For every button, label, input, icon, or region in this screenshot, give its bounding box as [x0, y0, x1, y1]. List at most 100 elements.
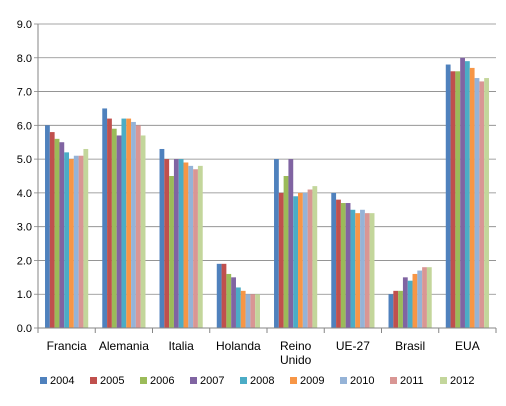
x-tick-label: Alemania	[99, 339, 149, 353]
bar-2005-5	[336, 199, 341, 328]
bar-2012-6	[426, 267, 432, 328]
y-axis-ticks: 0.0 1.0 2.0 3.0 4.0 5.0 6.0 7.0 8.0 9.0	[17, 19, 38, 335]
bar-2009-2	[183, 162, 189, 328]
bar-2008-7	[464, 61, 470, 329]
x-tick-label: Holanda	[216, 339, 261, 353]
x-tick-label-line: Reino	[280, 339, 312, 353]
bar-2008-4	[293, 196, 299, 328]
bar-2011-5	[364, 213, 370, 328]
bar-2007-4	[288, 159, 294, 328]
x-tick-label-line: Italia	[168, 339, 194, 353]
legend-swatch-2008	[240, 377, 247, 384]
bar-2012-5	[369, 213, 375, 328]
legend-swatch-2006	[140, 377, 147, 384]
bar-2005-4	[278, 192, 284, 328]
bar-2012-3	[255, 294, 260, 328]
bar-2006-7	[455, 71, 461, 329]
bar-2011-6	[422, 267, 427, 328]
x-tick-label: UE-27	[336, 339, 370, 353]
x-tick-label: Italia	[168, 339, 194, 353]
legend-label-2010: 2010	[350, 375, 374, 387]
y-tick-label: 2.0	[17, 255, 32, 267]
bar-2011-1	[135, 125, 141, 328]
legend-label-2009: 2009	[300, 375, 324, 387]
bar-2012-4	[312, 186, 318, 328]
x-tick-label-line: Brasil	[395, 339, 425, 353]
bar-2010-0	[73, 155, 79, 328]
bars	[45, 57, 489, 329]
axes	[37, 24, 497, 333]
bar-2006-2	[169, 176, 174, 328]
legend-swatch-2012	[440, 377, 447, 384]
bar-2008-5	[350, 209, 356, 328]
bar-2008-2	[178, 159, 184, 328]
bar-2012-0	[83, 148, 89, 328]
bar-2004-2	[159, 148, 165, 328]
legend-label-2005: 2005	[100, 375, 124, 387]
bar-2005-7	[450, 71, 456, 329]
bar-2011-4	[307, 189, 313, 328]
legend-swatch-2004	[40, 377, 47, 384]
bar-2009-6	[412, 273, 418, 328]
bar-2004-6	[388, 294, 394, 328]
bar-2004-4	[274, 159, 279, 328]
bar-2009-4	[298, 192, 303, 328]
bar-2006-6	[398, 290, 403, 328]
legend-label-2012: 2012	[450, 375, 474, 387]
bar-2005-6	[393, 290, 399, 328]
legend-label-2011: 2011	[400, 375, 424, 387]
legend-label-2004: 2004	[50, 375, 74, 387]
bar-2005-3	[221, 263, 227, 328]
y-tick-label: 1.0	[17, 289, 32, 301]
legend-swatch-2005	[90, 377, 97, 384]
bar-2004-5	[331, 192, 337, 328]
bar-2012-1	[140, 135, 146, 328]
x-tick-label-line: Unido	[280, 353, 312, 367]
bar-2007-0	[59, 142, 65, 328]
bar-2005-1	[107, 118, 112, 328]
bar-2009-7	[469, 67, 475, 329]
bar-2007-1	[116, 135, 122, 328]
bar-2004-7	[445, 64, 451, 329]
legend-swatch-2010	[340, 377, 347, 384]
bar-2010-5	[360, 209, 365, 328]
legend-swatch-2009	[290, 377, 297, 384]
bar-2010-1	[131, 121, 136, 328]
legend-label-2008: 2008	[250, 375, 274, 387]
y-tick-label: 4.0	[17, 188, 32, 200]
x-tick-label: Francia	[47, 339, 87, 353]
x-tick-label: EUA	[455, 339, 480, 353]
bar-2005-2	[164, 159, 170, 328]
bar-2004-0	[45, 125, 50, 328]
y-tick-label: 7.0	[17, 87, 32, 99]
x-tick-label: Reino Unido	[280, 339, 312, 367]
bar-2010-4	[302, 192, 308, 328]
x-tick-label-line: Holanda	[216, 339, 261, 353]
bar-2006-3	[226, 273, 232, 328]
bar-2011-0	[78, 155, 84, 328]
bar-2010-6	[417, 270, 423, 328]
bar-2011-7	[479, 81, 485, 328]
bar-2008-1	[121, 118, 127, 328]
bar-2007-7	[460, 57, 465, 329]
bar-2010-3	[245, 294, 251, 328]
x-axis-labels: Francia Alemania Italia Holanda Reino Unido UE…	[47, 339, 480, 367]
x-tick-label-line: EUA	[455, 339, 480, 353]
legend-swatch-2011	[390, 377, 397, 384]
y-tick-label: 9.0	[17, 19, 32, 31]
bar-2007-3	[231, 277, 236, 328]
y-tick-label: 6.0	[17, 120, 32, 132]
bar-2006-1	[111, 128, 117, 328]
bar-2012-2	[197, 165, 203, 328]
bar-2008-3	[235, 287, 241, 328]
y-tick-label: 3.0	[17, 222, 32, 234]
bar-2004-3	[216, 263, 222, 328]
bar-2010-7	[474, 78, 480, 329]
bar-2011-2	[193, 169, 198, 328]
bar-2012-7	[484, 78, 489, 329]
legend-swatch-2007	[190, 377, 197, 384]
y-tick-label: 5.0	[17, 154, 32, 166]
bar-2005-0	[49, 132, 55, 328]
x-tick-label: Brasil	[395, 339, 425, 353]
